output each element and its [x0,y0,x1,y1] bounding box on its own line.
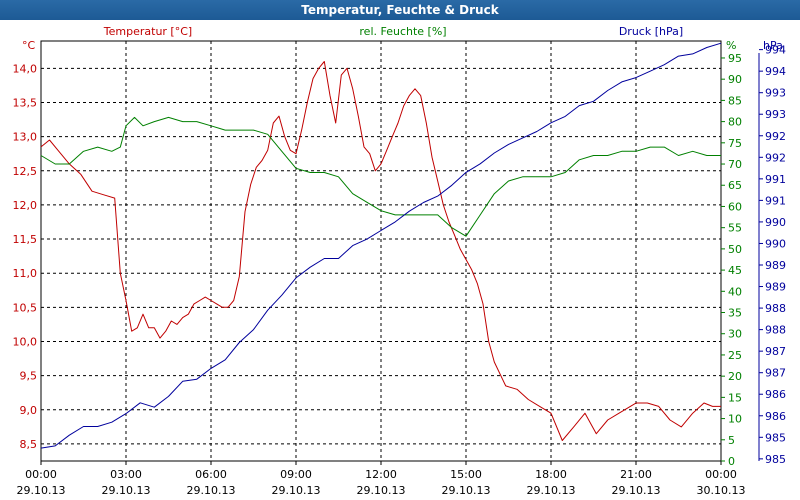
pressure-tick-label: 993 [765,108,786,121]
temperature-line [40,61,721,441]
time-tick-label: 00:00 [25,468,57,481]
temperature-tick-label: 13,5 [13,96,38,109]
time-tick-label: 12:00 [365,468,397,481]
pressure-tick-label: 986 [765,388,786,401]
pressure-tick-label: 994 [765,44,786,57]
humidity-tick-label: 90 [728,73,742,86]
humidity-tick-label: 45 [728,264,742,277]
time-tick-label: 06:00 [195,468,227,481]
pressure-tick-label: 986 [765,410,786,423]
humidity-tick-label: 70 [728,158,742,171]
temperature-tick-label: 9,5 [20,370,38,383]
temperature-tick-label: 11,5 [13,233,38,246]
date-tick-label: 30.10.13 [697,484,746,497]
temperature-tick-label: 10,5 [13,301,38,314]
time-axis: 00:00 29.10.13 03:00 29.10.13 06:00 29.10.13 0… [17,461,746,497]
humidity-tick-label: 25 [728,349,742,362]
humidity-tick-label: 50 [728,243,742,256]
pressure-tick-label: 991 [765,194,786,207]
humidity-tick-label: 95 [728,52,742,65]
humidity-tick-label: 60 [728,200,742,213]
temperature-axis: 14,0 13,5 13,0 12,5 12,0 11,5 11,0 10,5 10,0 9,5 9… [13,39,38,451]
temperature-tick-label: 8,5 [20,438,38,451]
temperature-tick-label: 12,0 [13,199,38,212]
humidity-tick-label: 0 [728,455,735,468]
pressure-tick-label: 985 [765,453,786,466]
date-tick-label: 29.10.13 [357,484,406,497]
humidity-tick-label: 5 [728,434,735,447]
date-tick-label: 29.10.13 [612,484,661,497]
date-tick-label: 29.10.13 [187,484,236,497]
time-tick-label: 15:00 [450,468,482,481]
pressure-tick-label: 988 [765,324,786,337]
humidity-tick-label: 20 [728,370,742,383]
pressure-tick-label: 990 [765,216,786,229]
time-tick-label: 09:00 [280,468,312,481]
pressure-tick-label: 989 [765,259,786,272]
time-tick-label: 00:00 [705,468,737,481]
date-tick-label: 29.10.13 [527,484,576,497]
pressure-tick-label: 993 [765,87,786,100]
pressure-line [40,42,722,449]
time-tick-label: 18:00 [535,468,567,481]
humidity-line [40,116,721,237]
line-chart: 14,0 13,5 13,0 12,5 12,0 11,5 11,0 10,5 10,0 9,5 9… [13,25,787,497]
time-tick-label: 03:00 [110,468,142,481]
date-tick-label: 29.10.13 [272,484,321,497]
axis-headers: Temperatur [°C] rel. Feuchte [%] Druck [hP… [103,25,683,38]
humidity-tick-label: 75 [728,137,742,150]
pressure-tick-label: 985 [765,431,786,444]
pressure-tick-label: 994 [765,65,786,78]
time-tick-label: 21:00 [620,468,652,481]
temperature-legend: Temperatur [°C] [103,25,192,38]
temperature-unit: °C [22,39,36,52]
humidity-tick-label: 10 [728,413,742,426]
pressure-tick-label: 988 [765,302,786,315]
temperature-tick-label: 11,0 [13,267,38,280]
pressure-tick-label: 987 [765,345,786,358]
temperature-tick-label: 12,5 [13,165,38,178]
date-tick-label: 29.10.13 [17,484,66,497]
humidity-tick-label: 85 [728,94,742,107]
humidity-tick-label: 65 [728,179,742,192]
pressure-tick-label: 991 [765,173,786,186]
pressure-unit: hPa [763,39,783,52]
grid [41,41,721,461]
date-tick-label: 29.10.13 [102,484,151,497]
humidity-unit: % [726,39,736,52]
window-title: Temperatur, Feuchte & Druck [0,0,800,20]
pressure-tick-label: 990 [765,237,786,250]
pressure-tick-label: 992 [765,151,786,164]
humidity-tick-label: 55 [728,222,742,235]
humidity-tick-label: 30 [728,328,742,341]
humidity-tick-label: 35 [728,307,742,320]
pressure-tick-label: 987 [765,367,786,380]
temperature-tick-label: 9,0 [20,404,38,417]
temperature-tick-label: 10,0 [13,335,38,348]
date-tick-label: 29.10.13 [442,484,491,497]
pressure-tick-label: 992 [765,130,786,143]
temperature-tick-label: 14,0 [13,62,38,75]
humidity-legend: rel. Feuchte [%] [359,25,446,38]
humidity-tick-label: 40 [728,285,742,298]
temperature-tick-label: 13,0 [13,131,38,144]
humidity-tick-label: 15 [728,391,742,404]
series-lines [40,42,722,449]
humidity-tick-label: 80 [728,116,742,129]
pressure-legend: Druck [hPa] [619,25,683,38]
pressure-axis: 994 994 993 993 992 992 991 991 990 990 989 989 988 9… [758,39,786,466]
pressure-tick-label: 989 [765,281,786,294]
